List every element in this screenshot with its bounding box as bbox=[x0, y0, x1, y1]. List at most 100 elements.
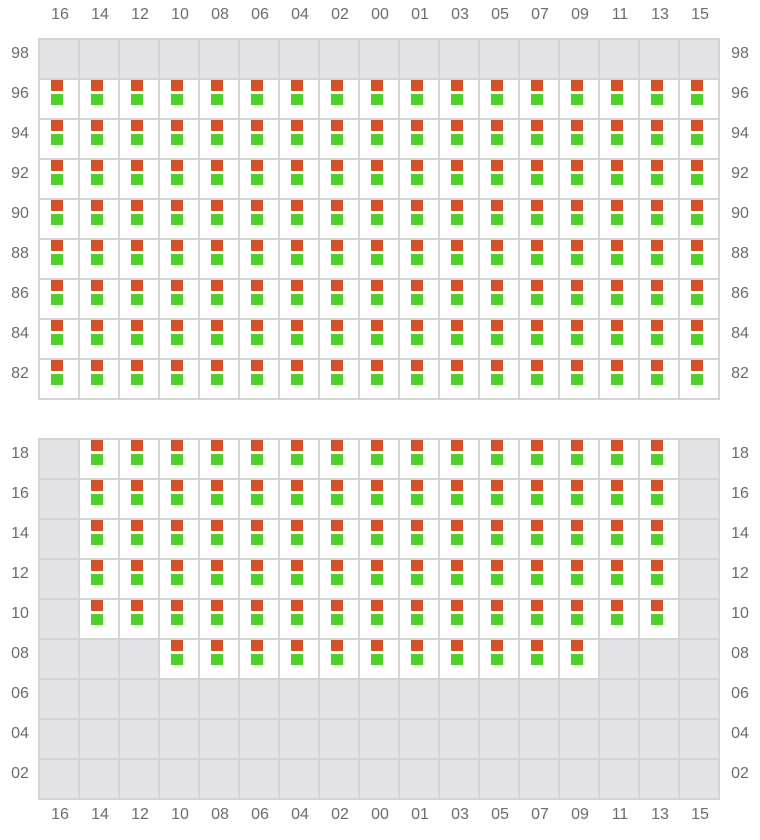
slot-cell[interactable] bbox=[360, 360, 400, 400]
slot-cell[interactable] bbox=[400, 80, 440, 120]
slot-cell[interactable] bbox=[640, 280, 680, 320]
slot-cell[interactable] bbox=[520, 160, 560, 200]
slot-cell[interactable] bbox=[480, 320, 520, 360]
slot-cell[interactable] bbox=[120, 440, 160, 480]
slot-cell[interactable] bbox=[480, 640, 520, 680]
slot-cell[interactable] bbox=[80, 520, 120, 560]
slot-cell[interactable] bbox=[680, 200, 720, 240]
slot-cell[interactable] bbox=[680, 360, 720, 400]
slot-cell[interactable] bbox=[520, 240, 560, 280]
slot-cell[interactable] bbox=[400, 520, 440, 560]
slot-cell[interactable] bbox=[280, 280, 320, 320]
slot-cell[interactable] bbox=[640, 480, 680, 520]
slot-cell[interactable] bbox=[200, 240, 240, 280]
slot-cell[interactable] bbox=[80, 160, 120, 200]
slot-cell[interactable] bbox=[560, 360, 600, 400]
slot-cell[interactable] bbox=[560, 560, 600, 600]
slot-cell[interactable] bbox=[360, 280, 400, 320]
slot-cell[interactable] bbox=[120, 120, 160, 160]
slot-cell[interactable] bbox=[520, 560, 560, 600]
slot-cell[interactable] bbox=[400, 480, 440, 520]
slot-cell[interactable] bbox=[200, 120, 240, 160]
slot-cell[interactable] bbox=[360, 80, 400, 120]
slot-cell[interactable] bbox=[520, 200, 560, 240]
slot-cell[interactable] bbox=[440, 120, 480, 160]
slot-cell[interactable] bbox=[480, 280, 520, 320]
slot-cell[interactable] bbox=[480, 600, 520, 640]
slot-cell[interactable] bbox=[600, 200, 640, 240]
slot-cell[interactable] bbox=[480, 200, 520, 240]
slot-cell[interactable] bbox=[120, 520, 160, 560]
slot-cell[interactable] bbox=[360, 120, 400, 160]
slot-cell[interactable] bbox=[160, 120, 200, 160]
slot-cell[interactable] bbox=[160, 320, 200, 360]
slot-cell[interactable] bbox=[520, 440, 560, 480]
slot-cell[interactable] bbox=[560, 120, 600, 160]
slot-cell[interactable] bbox=[360, 320, 400, 360]
slot-cell[interactable] bbox=[560, 600, 600, 640]
slot-cell[interactable] bbox=[600, 360, 640, 400]
slot-cell[interactable] bbox=[320, 120, 360, 160]
slot-cell[interactable] bbox=[200, 280, 240, 320]
slot-cell[interactable] bbox=[200, 480, 240, 520]
slot-cell[interactable] bbox=[360, 600, 400, 640]
slot-cell[interactable] bbox=[440, 520, 480, 560]
slot-cell[interactable] bbox=[600, 160, 640, 200]
slot-cell[interactable] bbox=[280, 480, 320, 520]
slot-cell[interactable] bbox=[640, 240, 680, 280]
slot-cell[interactable] bbox=[400, 160, 440, 200]
slot-cell[interactable] bbox=[280, 520, 320, 560]
slot-cell[interactable] bbox=[560, 480, 600, 520]
slot-cell[interactable] bbox=[80, 480, 120, 520]
slot-cell[interactable] bbox=[440, 480, 480, 520]
slot-cell[interactable] bbox=[200, 320, 240, 360]
slot-cell[interactable] bbox=[360, 560, 400, 600]
slot-cell[interactable] bbox=[480, 120, 520, 160]
slot-cell[interactable] bbox=[360, 440, 400, 480]
slot-cell[interactable] bbox=[320, 560, 360, 600]
slot-cell[interactable] bbox=[240, 280, 280, 320]
slot-cell[interactable] bbox=[160, 80, 200, 120]
slot-cell[interactable] bbox=[160, 480, 200, 520]
slot-cell[interactable] bbox=[240, 200, 280, 240]
slot-cell[interactable] bbox=[160, 640, 200, 680]
slot-cell[interactable] bbox=[160, 360, 200, 400]
slot-cell[interactable] bbox=[120, 200, 160, 240]
slot-cell[interactable] bbox=[240, 320, 280, 360]
slot-cell[interactable] bbox=[400, 440, 440, 480]
slot-cell[interactable] bbox=[560, 280, 600, 320]
slot-cell[interactable] bbox=[520, 480, 560, 520]
slot-cell[interactable] bbox=[480, 520, 520, 560]
slot-cell[interactable] bbox=[440, 360, 480, 400]
slot-cell[interactable] bbox=[600, 120, 640, 160]
slot-cell[interactable] bbox=[480, 360, 520, 400]
slot-cell[interactable] bbox=[280, 440, 320, 480]
slot-cell[interactable] bbox=[40, 240, 80, 280]
slot-cell[interactable] bbox=[80, 120, 120, 160]
slot-cell[interactable] bbox=[40, 160, 80, 200]
slot-cell[interactable] bbox=[560, 200, 600, 240]
slot-cell[interactable] bbox=[240, 480, 280, 520]
slot-cell[interactable] bbox=[120, 160, 160, 200]
slot-cell[interactable] bbox=[320, 520, 360, 560]
slot-cell[interactable] bbox=[280, 160, 320, 200]
slot-cell[interactable] bbox=[680, 120, 720, 160]
slot-cell[interactable] bbox=[560, 320, 600, 360]
slot-cell[interactable] bbox=[400, 120, 440, 160]
slot-cell[interactable] bbox=[160, 280, 200, 320]
slot-cell[interactable] bbox=[160, 160, 200, 200]
slot-cell[interactable] bbox=[360, 640, 400, 680]
slot-cell[interactable] bbox=[280, 120, 320, 160]
slot-cell[interactable] bbox=[400, 240, 440, 280]
slot-cell[interactable] bbox=[600, 320, 640, 360]
slot-cell[interactable] bbox=[640, 440, 680, 480]
slot-cell[interactable] bbox=[480, 240, 520, 280]
slot-cell[interactable] bbox=[680, 160, 720, 200]
slot-cell[interactable] bbox=[40, 280, 80, 320]
slot-cell[interactable] bbox=[600, 480, 640, 520]
slot-cell[interactable] bbox=[640, 520, 680, 560]
slot-cell[interactable] bbox=[440, 200, 480, 240]
slot-cell[interactable] bbox=[280, 360, 320, 400]
slot-cell[interactable] bbox=[80, 320, 120, 360]
slot-cell[interactable] bbox=[680, 320, 720, 360]
